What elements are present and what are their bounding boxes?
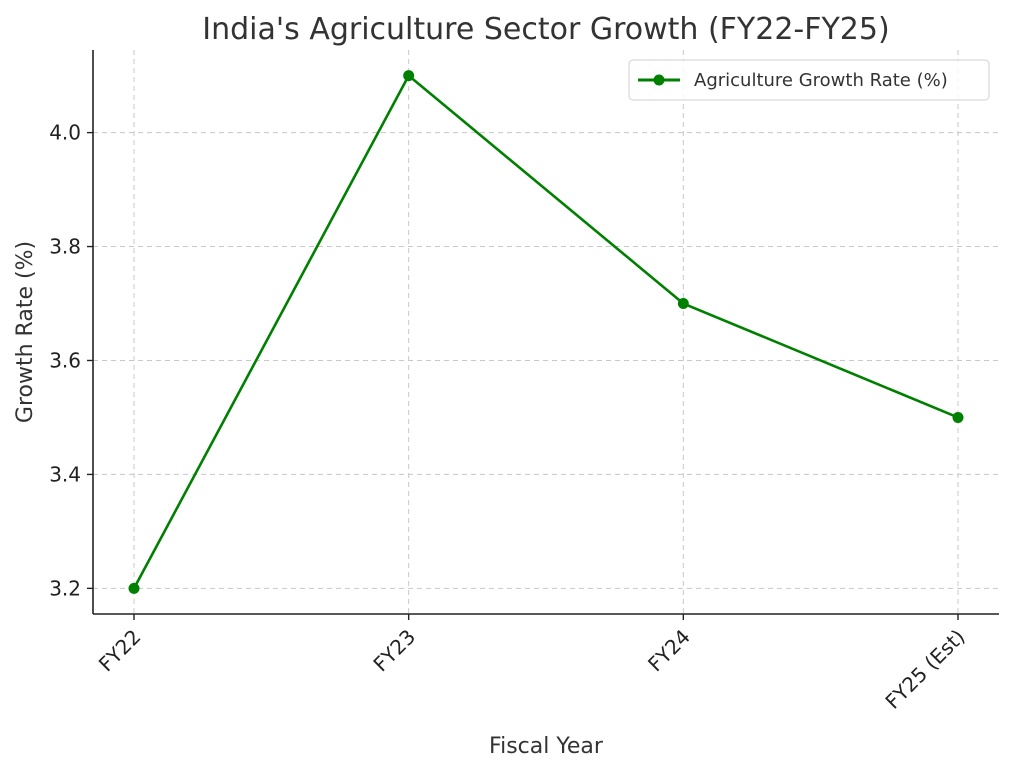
legend: Agriculture Growth Rate (%) — [628, 59, 990, 101]
series-line — [132, 74, 959, 589]
y-tick-label: 3.4 — [49, 462, 81, 486]
y-axis-label: Growth Rate (%) — [13, 241, 38, 423]
y-tick-label: 3.6 — [49, 348, 81, 372]
axes — [92, 50, 999, 615]
series — [128, 70, 964, 594]
legend-marker-swatch — [653, 74, 665, 86]
x-tick-label: FY22 — [94, 625, 146, 677]
y-tick-label: 3.2 — [49, 576, 81, 600]
data-point — [128, 582, 140, 594]
chart-title: India's Agriculture Sector Growth (FY22-… — [202, 12, 889, 47]
data-point — [952, 411, 964, 423]
legend-label: Agriculture Growth Rate (%) — [694, 70, 948, 91]
y-tick-label: 4.0 — [49, 121, 81, 145]
data-point — [403, 70, 415, 82]
x-tick-label: FY23 — [368, 625, 420, 677]
legend-box — [628, 59, 990, 101]
data-point — [677, 298, 689, 310]
x-tick-label: FY24 — [643, 625, 695, 677]
x-axis-label: Fiscal Year — [489, 734, 604, 759]
y-ticks: 3.2 3.4 3.6 3.8 4.0 — [49, 121, 93, 600]
x-ticks: FY22 FY23 FY24 FY25 (Est) — [94, 614, 970, 714]
y-tick-label: 3.8 — [49, 235, 81, 259]
grid — [93, 50, 999, 614]
x-tick-label: FY25 (Est) — [880, 625, 969, 714]
